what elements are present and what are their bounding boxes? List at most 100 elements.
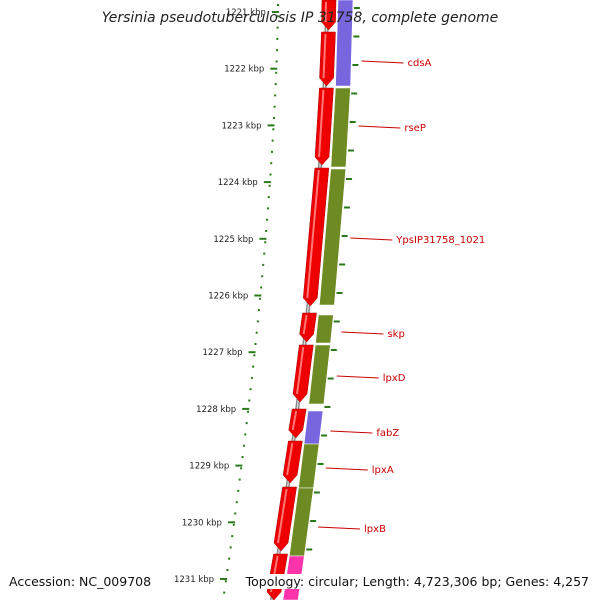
minor-tick-dot: [274, 83, 277, 86]
cog-track: [282, 0, 354, 600]
cds-arrow: [319, 31, 336, 87]
kbp-tick-label: 1222 kbp: [224, 65, 264, 75]
minor-tick-dot: [260, 286, 263, 289]
kbp-tick-label: 1231 kbp: [174, 575, 214, 585]
kbp-tick-label: 1230 kbp: [182, 518, 222, 528]
cds-arrow-highlight: [296, 346, 305, 395]
minor-tick-dot: [273, 105, 276, 108]
kbp-tick-label: 1221 kbp: [226, 8, 266, 18]
minor-tick-dot: [265, 230, 268, 232]
cog-segment: [319, 168, 347, 306]
gene-label-leader: [318, 526, 361, 530]
cog-segment: [308, 344, 331, 405]
minor-tick-dot: [261, 275, 264, 278]
kbp-tick-label: 1227 kbp: [202, 348, 242, 358]
cds-arrow-highlight: [286, 442, 294, 476]
kbp-tick-label: 1228 kbp: [196, 405, 236, 415]
cds-arrow-highlight: [302, 314, 308, 335]
accession-text: Accession: NC_009708: [9, 574, 152, 589]
cds-arrow: [288, 408, 307, 439]
minor-tick-dot: [272, 128, 275, 131]
minor-tick-dot: [229, 546, 232, 549]
minor-tick-dot: [263, 252, 266, 255]
genome-summary-text: Topology: circular; Length: 4,723,306 bp…: [245, 574, 589, 589]
minor-tick-dot: [253, 354, 256, 357]
kbp-tick-layer: 1221 kbp 1222 kbp 1223 kbp 1224 kbp 1225 kbp…: [174, 8, 279, 585]
cds-arrow-highlight: [277, 488, 288, 544]
kbp-tick-label: 1224 kbp: [218, 178, 258, 188]
minor-tick-dot: [274, 94, 277, 97]
cog-segment: [330, 87, 351, 168]
minor-tick-dot: [254, 343, 257, 345]
gene-label-leader: [341, 331, 384, 335]
minor-tick-dot: [271, 139, 274, 142]
minor-tick-dot: [223, 591, 226, 594]
minor-tick-dot: [237, 489, 240, 492]
minor-tick-dot: [255, 331, 258, 334]
minor-tick-dot: [242, 444, 245, 447]
minor-tick-dot: [276, 15, 279, 18]
kbp-tick-label: 1229 kbp: [189, 462, 229, 472]
gene-label-leader: [361, 60, 404, 64]
minor-tick-dot: [272, 117, 275, 119]
minor-tick-dots: [223, 4, 279, 594]
minor-tick-dot: [266, 207, 269, 210]
minor-tick-dot: [270, 162, 273, 165]
gene-label[interactable]: lpxA: [372, 465, 394, 476]
minor-tick-dot: [228, 557, 231, 560]
minor-tick-dot: [231, 535, 234, 538]
gene-label-leader: [350, 237, 393, 241]
gene-label[interactable]: lpxB: [364, 524, 386, 535]
minor-tick-dot: [262, 263, 265, 266]
minor-tick-dot: [275, 49, 278, 52]
minor-tick-dot: [248, 399, 251, 402]
cds-arrow: [299, 312, 317, 343]
minor-tick-dot: [276, 26, 279, 29]
gene-label[interactable]: rseP: [404, 123, 426, 134]
gene-label[interactable]: lpxD: [383, 373, 406, 384]
minor-tick-dot: [257, 309, 260, 312]
minor-tick-dot: [241, 456, 244, 458]
gene-label[interactable]: fabZ: [376, 428, 399, 439]
cds-arrow: [282, 440, 303, 484]
minor-tick-dot: [235, 501, 238, 504]
minor-tick-dot: [269, 173, 272, 176]
minor-tick-dot: [266, 218, 269, 221]
minor-tick-dot: [246, 410, 249, 413]
cog-segment: [298, 443, 320, 489]
gene-label[interactable]: YpsIP31758_1021: [395, 235, 485, 246]
minor-tick-dot: [226, 569, 229, 571]
minor-tick-dot: [264, 241, 267, 244]
gene-label[interactable]: cdsA: [408, 58, 432, 69]
cog-segment: [303, 410, 324, 445]
cog-track-ticks: [302, 7, 360, 579]
minor-tick-dot: [232, 523, 235, 526]
map-title: Yersinia pseudotuberculosis IP 31758, co…: [101, 10, 499, 26]
minor-tick-dot: [275, 60, 278, 63]
cog-segment: [335, 0, 354, 87]
minor-tick-dot: [249, 388, 252, 391]
minor-tick-dot: [276, 4, 279, 6]
minor-tick-dot: [259, 297, 262, 300]
minor-tick-dot: [270, 150, 273, 153]
minor-tick-dot: [244, 433, 247, 436]
gene-label[interactable]: skp: [387, 329, 404, 340]
minor-tick-dot: [275, 71, 278, 74]
minor-tick-dot: [234, 512, 237, 515]
minor-tick-dot: [252, 365, 255, 368]
minor-tick-dot: [276, 37, 279, 40]
cds-arrow-highlight: [306, 169, 320, 299]
gene-label-leader: [358, 125, 401, 129]
kbp-tick-label: 1225 kbp: [213, 235, 253, 245]
gene-label-leader: [330, 430, 373, 434]
cds-arrow: [314, 87, 334, 166]
minor-tick-dot: [238, 478, 241, 481]
minor-tick-dot: [245, 422, 248, 425]
cds-track: [266, 0, 337, 600]
cog-segment: [315, 314, 334, 344]
minor-tick-dot: [240, 467, 243, 470]
cds-arrow-highlight: [318, 89, 325, 158]
cds-arrow-highlight: [291, 410, 298, 431]
